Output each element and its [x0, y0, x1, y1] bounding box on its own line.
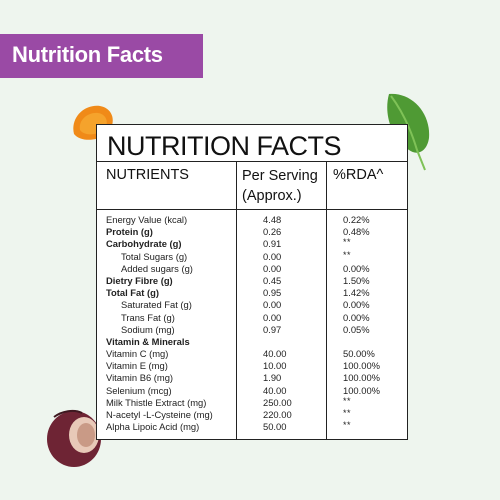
column-header-nutrients: NUTRIENTS: [106, 167, 189, 183]
table-row: Saturated Fat (g) 0.00 0.00%: [97, 299, 407, 311]
per-serving-value: 1.90: [263, 372, 282, 384]
nutrient-name: Saturated Fat (g): [121, 299, 192, 311]
rda-value: **: [343, 237, 352, 248]
table-row: Dietry Fibre (g) 0.45 1.50%: [97, 275, 407, 287]
per-serving-value: 0.95: [263, 287, 282, 299]
rda-value: 0.00%: [343, 311, 370, 323]
rda-value: 50.00%: [343, 348, 375, 360]
nutrient-name: Sodium (mg): [121, 323, 175, 335]
rda-value: 1.42%: [343, 287, 370, 299]
table-row: Milk Thistle Extract (mg) 250.00 **: [97, 395, 407, 409]
per-serving-value: 0.00: [263, 262, 282, 274]
column-divider: [236, 161, 237, 439]
rda-value: 100.00%: [343, 360, 381, 372]
per-serving-value: 0.00: [263, 250, 282, 262]
panel-title: NUTRITION FACTS: [107, 131, 342, 161]
table-row: Total Fat (g) 0.95 1.42%: [97, 287, 407, 299]
table-row: Alpha Lipoic Acid (mg) 50.00 **: [97, 420, 407, 433]
per-serving-value: 0.00: [263, 299, 282, 311]
column-header-per-serving: Per Serving (Approx.): [242, 168, 318, 204]
rda-value: 0.48%: [343, 226, 370, 238]
nutrient-name: Dietry Fibre (g): [106, 274, 173, 286]
per-serving-value: 250.00: [263, 396, 292, 408]
table-row: Selenium (mcg) 40.00 100.00%: [97, 385, 407, 397]
rda-value: **: [343, 420, 352, 431]
title-banner: Nutrition Facts: [0, 34, 203, 78]
per-serving-value: 220.00: [263, 409, 292, 420]
per-serving-value: 10.00: [263, 360, 287, 372]
table-row: Added sugars (g) 0.00 0.00%: [97, 263, 407, 275]
table-row: Vitamin & Minerals: [97, 336, 407, 348]
banner-title: Nutrition Facts: [12, 42, 163, 67]
table-row: Total Sugars (g) 0.00 **: [97, 249, 407, 263]
table-row: Trans Fat (g) 0.00 0.00%: [97, 312, 407, 324]
per-serving-value: 4.48: [263, 214, 282, 225]
rda-value: 0.05%: [343, 323, 370, 335]
nutrient-name: Total Sugars (g): [121, 250, 188, 262]
rda-value: 0.22%: [343, 214, 370, 225]
nutrient-name: Energy Value (kcal): [106, 214, 188, 225]
per-serving-value: 0.97: [263, 323, 282, 335]
per-serving-value: 0.26: [263, 226, 282, 238]
table-row: N-acetyl -L-Cysteine (mg) 220.00 **: [97, 408, 407, 421]
per-serving-value: 0.00: [263, 311, 282, 323]
per-serving-value: 50.00: [263, 421, 287, 433]
header-divider: [97, 161, 407, 162]
table-row: Vitamin E (mg) 10.00 100.00%: [97, 360, 407, 372]
nutrient-name: Carbohydrate (g): [106, 238, 182, 250]
rda-value: 0.00%: [343, 262, 370, 274]
column-divider: [326, 161, 327, 439]
nutrient-rows: Energy Value (kcal) 4.48 0.22% Protein (g) 0…: [97, 214, 407, 433]
nutrient-name: Selenium (mcg): [106, 384, 172, 396]
grape-icon: [47, 409, 101, 467]
rda-value: 100.00%: [343, 372, 381, 384]
nutrient-name: Protein (g): [106, 226, 153, 238]
nutrient-name: Vitamin E (mg): [106, 360, 168, 372]
table-row: Vitamin B6 (mg) 1.90 100.00%: [97, 372, 407, 384]
table-row: Carbohydrate (g) 0.91 **: [97, 237, 407, 250]
table-row: Protein (g) 0.26 0.48%: [97, 226, 407, 238]
table-row: Vitamin C (mg) 40.00 50.00%: [97, 348, 407, 360]
rda-value: 0.00%: [343, 299, 370, 311]
nutrient-name: Trans Fat (g): [121, 311, 175, 323]
per-serving-value: 0.45: [263, 274, 282, 286]
column-header-rda: %RDA^: [333, 167, 384, 183]
nutrition-facts-panel: NUTRITION FACTS NUTRIENTS Per Serving (A…: [96, 124, 408, 440]
column-header-divider: [97, 209, 407, 210]
nutrient-name: N-acetyl -L-Cysteine (mg): [106, 409, 213, 420]
per-serving-value: 40.00: [263, 348, 287, 360]
nutrient-name: Alpha Lipoic Acid (mg): [106, 421, 200, 433]
rda-value: **: [343, 249, 352, 260]
rda-value: 100.00%: [343, 384, 381, 396]
nutrient-name: Vitamin C (mg): [106, 348, 169, 360]
nutrient-name: Vitamin & Minerals: [106, 335, 190, 347]
rda-value: **: [343, 395, 352, 406]
rda-value: 1.50%: [343, 274, 370, 286]
nutrient-name: Milk Thistle Extract (mg): [106, 396, 207, 408]
table-row: Sodium (mg) 0.97 0.05%: [97, 324, 407, 336]
nutrient-name: Added sugars (g): [121, 262, 193, 274]
rda-value: **: [343, 408, 352, 418]
table-row: Energy Value (kcal) 4.48 0.22%: [97, 214, 407, 226]
per-serving-value: 40.00: [263, 384, 287, 396]
nutrient-name: Total Fat (g): [106, 287, 159, 299]
nutrient-name: Vitamin B6 (mg): [106, 372, 174, 384]
per-serving-value: 0.91: [263, 238, 282, 250]
